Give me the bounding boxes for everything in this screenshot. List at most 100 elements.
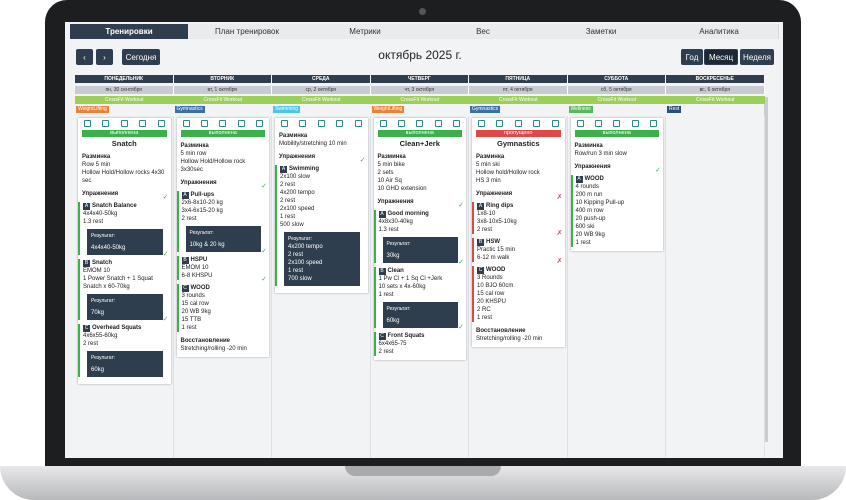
icon[interactable] — [576, 120, 584, 127]
date-cell: пн, 30 сентября — [75, 86, 174, 94]
icon[interactable] — [139, 120, 147, 127]
section-label: Упражнения — [574, 164, 611, 170]
exercise-letter: A — [280, 166, 287, 173]
status-icon: ✓ — [162, 251, 169, 258]
icon[interactable] — [379, 120, 387, 127]
exercise-line: 500 slow — [280, 222, 304, 228]
icon[interactable] — [281, 120, 288, 127]
icon[interactable] — [397, 120, 405, 127]
tab[interactable]: Вес — [424, 24, 543, 39]
icon[interactable] — [551, 120, 559, 127]
status-badge: выполнена — [574, 130, 659, 137]
icon[interactable] — [434, 120, 442, 127]
tag: WeightLifting — [76, 106, 109, 113]
view-button[interactable]: Год — [681, 49, 703, 65]
icon[interactable] — [478, 120, 485, 127]
exercise-letter: C — [83, 325, 90, 332]
icon[interactable] — [219, 120, 227, 127]
date-cell: вс, 6 октября — [666, 86, 765, 94]
icon[interactable] — [594, 120, 602, 127]
exercise-line: 20 WB 9kg — [181, 309, 211, 315]
icon[interactable] — [299, 120, 307, 127]
status-icon: ✓ — [162, 316, 169, 323]
next-button[interactable]: › — [96, 49, 113, 65]
exercise-header: B HSPU ✓ — [181, 248, 267, 264]
icon[interactable] — [533, 120, 541, 127]
icon[interactable] — [120, 120, 128, 127]
tab[interactable]: Метрики — [306, 24, 425, 39]
exercise-line: 4x8x30-40kg — [378, 219, 413, 225]
icon[interactable] — [336, 120, 344, 127]
exercise-line: 20 push-up — [575, 216, 606, 222]
today-button[interactable]: Сегодня — [122, 49, 160, 65]
column-divider — [566, 116, 568, 458]
exercise-header: A Swimming ✓ — [280, 157, 366, 173]
exercise-line: 20 KHSPU — [477, 299, 507, 305]
icon[interactable] — [354, 120, 362, 127]
workout-bar: CrossFit Workout — [272, 96, 371, 104]
prev-button[interactable]: ‹ — [76, 49, 93, 65]
screen: Тренировки План тренировок Метрики Вес Замет… — [65, 22, 783, 458]
exercise-line: 1.3 rest — [83, 219, 104, 225]
section-label: Разминка — [574, 143, 603, 149]
result-line: 2x100 speed — [288, 260, 323, 266]
status-icon: ✓ — [261, 248, 267, 255]
section-label: Разминка — [476, 154, 505, 160]
icon[interactable] — [102, 120, 110, 127]
column-divider — [271, 116, 272, 458]
exercise-name: Pull-ups — [190, 192, 215, 198]
warmup-line: Hollow Hold/Hollow rocks 4x30 sec — [82, 170, 165, 184]
exercise: A Pull-ups ✓ 2x6-8x10-20 kg 3x4-6x15-20 kg 2 … — [176, 183, 267, 252]
month-title: октябрь 2025 г. — [378, 48, 462, 62]
workout-bar: CrossFit Workout — [567, 96, 666, 104]
result-line: 30kg — [386, 253, 400, 259]
column-divider — [665, 116, 666, 458]
warmup-line: HS 3 min — [476, 178, 501, 184]
icon[interactable] — [416, 120, 424, 127]
result-line: 70kg — [91, 310, 105, 316]
tab[interactable]: Тренировки — [70, 24, 189, 39]
result-line: 60kg — [91, 367, 105, 373]
status-icon: ✗ — [556, 194, 563, 201]
card-icons — [279, 120, 364, 127]
exercise: C WOOD ✓ 3 rounds 15 cal row 20 WB 9kg 15 TTB 1… — [176, 276, 267, 332]
result-label: Результат: — [91, 355, 116, 361]
tag: Gymnastics — [174, 106, 205, 113]
section-label: Упражнения — [476, 191, 513, 197]
view-button[interactable]: Неделя — [740, 49, 774, 65]
icon[interactable] — [157, 120, 165, 127]
icon[interactable] — [200, 120, 208, 127]
status-icon: ✓ — [162, 194, 169, 201]
scrollbar — [764, 97, 768, 442]
exercise-header: C WOOD ✓ — [181, 276, 267, 292]
exercise-line: 4x200 tempo — [280, 190, 315, 196]
exercise: B Snatch ✓ EMOM 10 1 Power Snatch + 1 Squat S… — [78, 251, 169, 320]
exercise-line: EMOM 10 — [181, 265, 209, 271]
exercise-line: 4x4x40-50kg — [83, 211, 118, 217]
icon[interactable] — [237, 120, 245, 127]
icon[interactable] — [650, 120, 657, 127]
icon[interactable] — [631, 120, 639, 127]
icon[interactable] — [256, 120, 263, 127]
exercise-header: A Ring dips ✗ — [477, 194, 563, 210]
icon[interactable] — [613, 120, 621, 127]
tab[interactable]: Аналитика — [660, 24, 779, 39]
workout-bar: CrossFit Workout — [469, 96, 568, 104]
icon[interactable] — [182, 120, 190, 127]
icon[interactable] — [84, 120, 91, 127]
exercise-header: B Snatch ✓ — [83, 251, 169, 267]
icon[interactable] — [514, 120, 522, 127]
exercise-line: Practic 15 min — [477, 247, 516, 253]
icon[interactable] — [453, 120, 460, 127]
warmup-line: Row/run 3 min slow — [574, 151, 627, 157]
result-label: Результат: — [386, 306, 411, 312]
tag: WeightLifting — [371, 106, 405, 113]
exercise: B HSPU ✓ EMOM 10 6-8 KHSPU — [176, 248, 267, 280]
exercise-line: 2x100 slow — [280, 174, 311, 180]
tab[interactable]: Заметки — [542, 24, 661, 39]
tab[interactable]: План тренировок — [188, 24, 307, 39]
icon[interactable] — [496, 120, 504, 127]
status-icon: ✓ — [261, 183, 267, 190]
icon[interactable] — [317, 120, 325, 127]
view-button[interactable]: Месяц — [704, 49, 738, 65]
